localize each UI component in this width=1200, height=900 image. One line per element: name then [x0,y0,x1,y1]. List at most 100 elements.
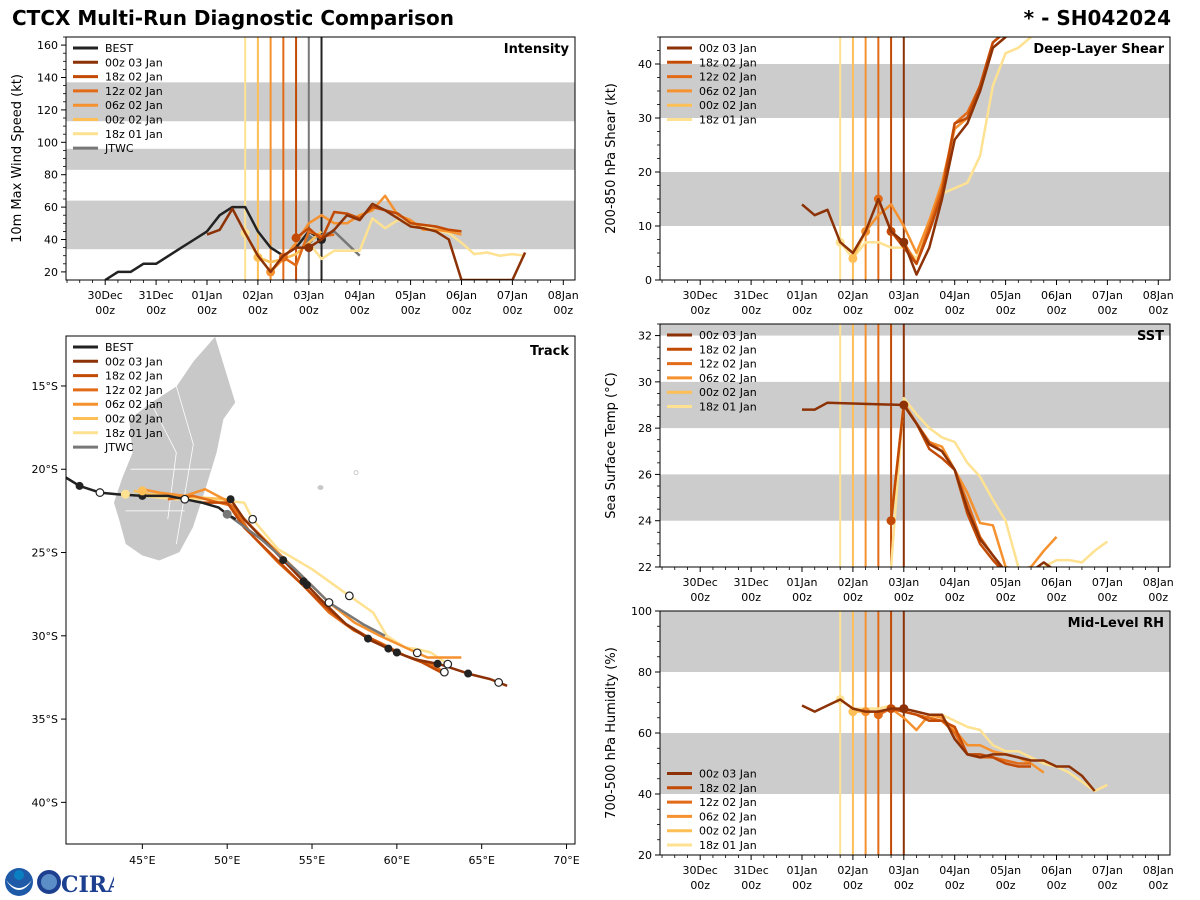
x-tick-label: 06Jan [1041,576,1072,589]
x-tick-label: 00z [843,591,863,604]
x-tick-label: 04Jan [939,864,970,877]
series-00z-03-jan [802,401,1053,567]
x-tick-label: 02Jan [242,289,273,302]
legend-label-12z-02-jan: 12z 02 Jan [105,384,163,397]
x-tick-label: 00z [945,304,965,317]
legend-label-18z-01-jan: 18z 01 Jan [699,114,757,127]
x-tick-label: 30Dec [88,289,123,302]
track-marker-open [494,678,504,687]
y-tick-label: 80 [44,169,58,182]
x-tick-label: 08Jan [1143,576,1174,589]
x-tick-label: 00z [1047,591,1067,604]
x-tick-label: 07Jan [497,289,528,302]
legend-label-18z-01-jan: 18z 01 Jan [699,401,757,414]
marker-18z-02-jan [886,516,896,526]
track-marker-filled [392,648,401,657]
x-tick-label: 07Jan [1092,289,1123,302]
y-tick-label: 40°S [32,796,58,809]
y-tick-label: 140 [37,72,58,85]
track-start-00z-02-jan [137,486,147,496]
main-title: CTCX Multi-Run Diagnostic Comparison [12,6,454,30]
x-tick-label: 00z [248,304,268,317]
x-tick-label: 30Dec [683,864,718,877]
track-marker-open [95,488,105,497]
mauritius-island [353,470,359,476]
marker-00z-03-jan [899,237,909,247]
x-tick-label: 00z [690,591,710,604]
x-tick-label: 06Jan [1041,289,1072,302]
legend-label-00z-03-jan: 00z 03 Jan [105,56,163,69]
x-tick-label: 08Jan [548,289,579,302]
y-tick-label: 0 [645,274,652,287]
marker-00z-02-jan [848,253,858,263]
x-tick-label: 00z [741,304,761,317]
x-tick-label: 50°E [214,854,240,867]
cira-logo-icon: CIRA [37,870,114,898]
track-marker-open [180,494,190,504]
x-tick-label: 05Jan [990,864,1021,877]
threshold-band [660,324,1170,336]
legend-label-best: BEST [105,42,133,55]
x-tick-label: 55°E [299,854,325,867]
x-tick-label: 00z [452,304,472,317]
legend-label-jtwc: JTWC [104,142,134,155]
x-tick-label: 05Jan [395,289,426,302]
threshold-band [66,82,575,122]
threshold-band [660,172,1170,226]
y-tick-label: 100 [631,605,652,618]
y-tick-label: 35°S [32,713,58,726]
legend-label-12z-02-jan: 12z 02 Jan [699,358,757,371]
track-marker-filled [302,580,311,589]
y-tick-label: 20°S [32,463,58,476]
marker-00z-03-jan [304,243,314,253]
y-tick-label: 80 [638,666,652,679]
y-tick-label: 26 [638,468,652,481]
panel-title: Intensity [504,42,570,57]
legend-label-00z-03-jan: 00z 03 Jan [105,355,163,368]
x-tick-label: 02Jan [837,864,868,877]
x-tick-label: 00z [401,304,421,317]
x-tick-label: 00z [843,879,863,892]
x-tick-label: 00z [197,304,217,317]
x-tick-label: 00z [299,304,319,317]
x-tick-label: 01Jan [787,576,818,589]
y-tick-label: 32 [638,330,652,343]
track-marker-open [412,648,422,658]
legend-label-18z-01-jan: 18z 01 Jan [105,128,163,141]
y-tick-label: 30 [638,112,652,125]
x-tick-label: 00z [1047,879,1067,892]
x-tick-label: 01Jan [192,289,223,302]
x-tick-label: 00z [996,591,1016,604]
reunion-island [317,485,324,490]
x-tick-label: 31Dec [733,864,768,877]
legend-label-06z-02-jan: 06z 02 Jan [699,372,757,385]
x-tick-label: 00z [996,304,1016,317]
x-tick-label: 00z [1047,304,1067,317]
legend-label-18z-02-jan: 18z 02 Jan [105,71,163,84]
panel-sst: 30Dec 00z 31Dec 00z 01Jan 00z 02Jan 00z 03Jan 00z… [604,323,1174,604]
x-tick-label: 07Jan [1092,864,1123,877]
threshold-band [660,611,1170,672]
x-tick-label: 01Jan [787,289,818,302]
admin-border [175,385,194,545]
y-tick-label: 30°S [32,630,58,643]
y-tick-label: 20 [638,166,652,179]
y-tick-label: 20 [638,849,652,862]
x-tick-label: 45°E [129,854,155,867]
threshold-band [66,148,575,170]
threshold-band [660,64,1170,118]
noaa-cira-logo: CIRA [5,868,114,898]
y-tick-label: 30 [638,376,652,389]
legend-label-18z-02-jan: 18z 02 Jan [105,370,163,383]
x-tick-label: 08Jan [1143,289,1174,302]
panel-intensity: 30Dec 00z 31Dec 00z 01Jan 00z 02Jan 00z 03Jan 00z… [10,36,579,317]
x-tick-label: 05Jan [990,289,1021,302]
x-tick-label: 04Jan [344,289,375,302]
x-tick-label: 00z [741,591,761,604]
x-tick-label: 00z [894,591,914,604]
y-tick-label: 22 [638,561,652,574]
y-tick-label: 60 [44,201,58,214]
track-marker-filled [433,659,442,668]
x-tick-label: 01Jan [787,864,818,877]
x-tick-label: 00z [1148,591,1168,604]
